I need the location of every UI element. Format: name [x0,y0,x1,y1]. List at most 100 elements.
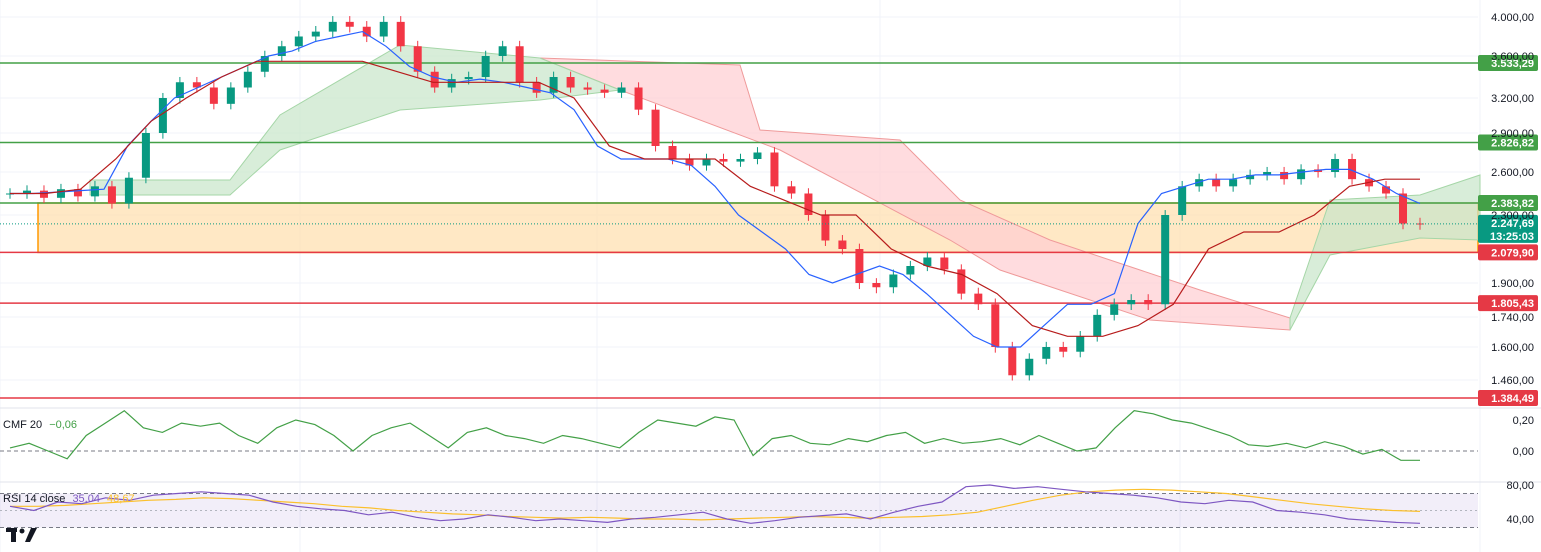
level-tag-label: 2.826,82 [1491,138,1534,150]
price-axis-tick: 3.200,00 [1491,93,1534,105]
price-axis-tick: 4.000,00 [1491,12,1534,24]
candle-body [804,193,813,215]
rsi-ma-line [10,488,1421,521]
candle-body [600,89,609,93]
current-price-tag [1478,214,1538,243]
candle-body [532,82,541,93]
rsi-axis-tick: 80,00 [1506,480,1534,492]
candle-body [56,189,65,198]
candle-body [1331,159,1340,172]
candle-body [413,46,422,72]
candle-body [277,46,286,56]
candle-body [1110,304,1119,315]
cmf-title: CMF 20 [3,419,43,431]
candle-body [1093,314,1102,337]
candle-body [872,283,881,288]
candle-body [209,87,218,104]
candle-body [1144,300,1153,305]
candle-body [124,177,133,204]
rsi-value: 35,04 [72,493,100,505]
candle-body [73,189,82,197]
candle-body [430,71,439,88]
candle-body [787,186,796,194]
candle-body [668,146,677,159]
candle-body [685,159,694,166]
candle-body [1076,336,1085,352]
candle-body [838,240,847,249]
candle-body [549,77,558,93]
candle-body [481,56,490,77]
candle-body [243,71,252,88]
level-tag-label: 3.533,29 [1491,58,1534,70]
rsi-ma-value: 48,67 [107,493,135,505]
level-tag [1478,390,1538,406]
candle-body [753,152,762,159]
candle-body [498,46,507,56]
price-axis-tick: 2.300,00 [1491,210,1534,222]
candle-body [1195,179,1204,187]
cmf-label: CMF 20 −0,06 [3,419,77,431]
candle-body [107,186,116,204]
cmf-value: −0,06 [49,419,78,431]
candle-body [345,21,354,27]
level-tag [1478,295,1538,312]
candle-body [396,21,405,47]
candle-body [22,190,31,194]
level-tag-label: 1.805,43 [1491,298,1534,310]
candle-body [906,266,915,275]
candle-body [1399,193,1408,224]
tradingview-logo-icon[interactable] [6,526,38,544]
price-axis-tick: 1.600,00 [1491,342,1534,354]
candle-body [362,26,371,37]
price-axis-tick: 1.460,00 [1491,375,1534,387]
candle-body [39,190,48,198]
candle-body [226,87,235,104]
candle-body [1246,174,1255,180]
candle-body [1178,186,1187,215]
candle-body [192,82,201,88]
price-axis-tick: 2.600,00 [1491,167,1534,179]
candle-body [311,31,320,37]
candle-body [702,159,711,166]
candle-body [1263,172,1272,175]
price-axis-tick: 3.600,00 [1491,51,1534,63]
candle-body [583,87,592,90]
price-axis-tick: 1.900,00 [1491,278,1534,290]
candle-body [1127,300,1136,305]
candle-body [1161,215,1170,305]
candle-body [651,109,660,146]
candle-body [770,152,779,187]
candle-body [175,82,184,98]
cmf-axis-tick: 0,00 [1513,446,1534,458]
price-axis-tick: 2.900,00 [1491,128,1534,140]
rsi-title: RSI 14 close [3,493,66,505]
candle-body [923,257,932,266]
level-tag-label: 2.383,82 [1491,198,1534,210]
candle-body [447,79,456,88]
candle-body [1382,186,1391,194]
cmf-axis-tick: 0,20 [1513,415,1534,427]
candle-body [719,159,728,162]
level-tag [1478,244,1538,261]
candle-body [1416,223,1424,225]
rsi-axis-tick: 40,00 [1506,514,1534,526]
candle-body [821,215,830,241]
candle-body [974,293,983,305]
candle-body [634,87,643,110]
cmf-line [9,409,1420,461]
candle-body [1025,358,1034,376]
candle-body [515,46,524,83]
candle-body [1348,159,1357,180]
kijun-line [10,60,1420,337]
candle-body [957,269,966,294]
candle-body [1059,347,1068,352]
level-tag [1478,134,1538,151]
candle-body [1042,347,1051,359]
support-zone [37,202,1479,254]
current-price-label: 2.247,69 [1491,218,1534,230]
candle-body [141,133,150,178]
candle-body [940,257,949,270]
